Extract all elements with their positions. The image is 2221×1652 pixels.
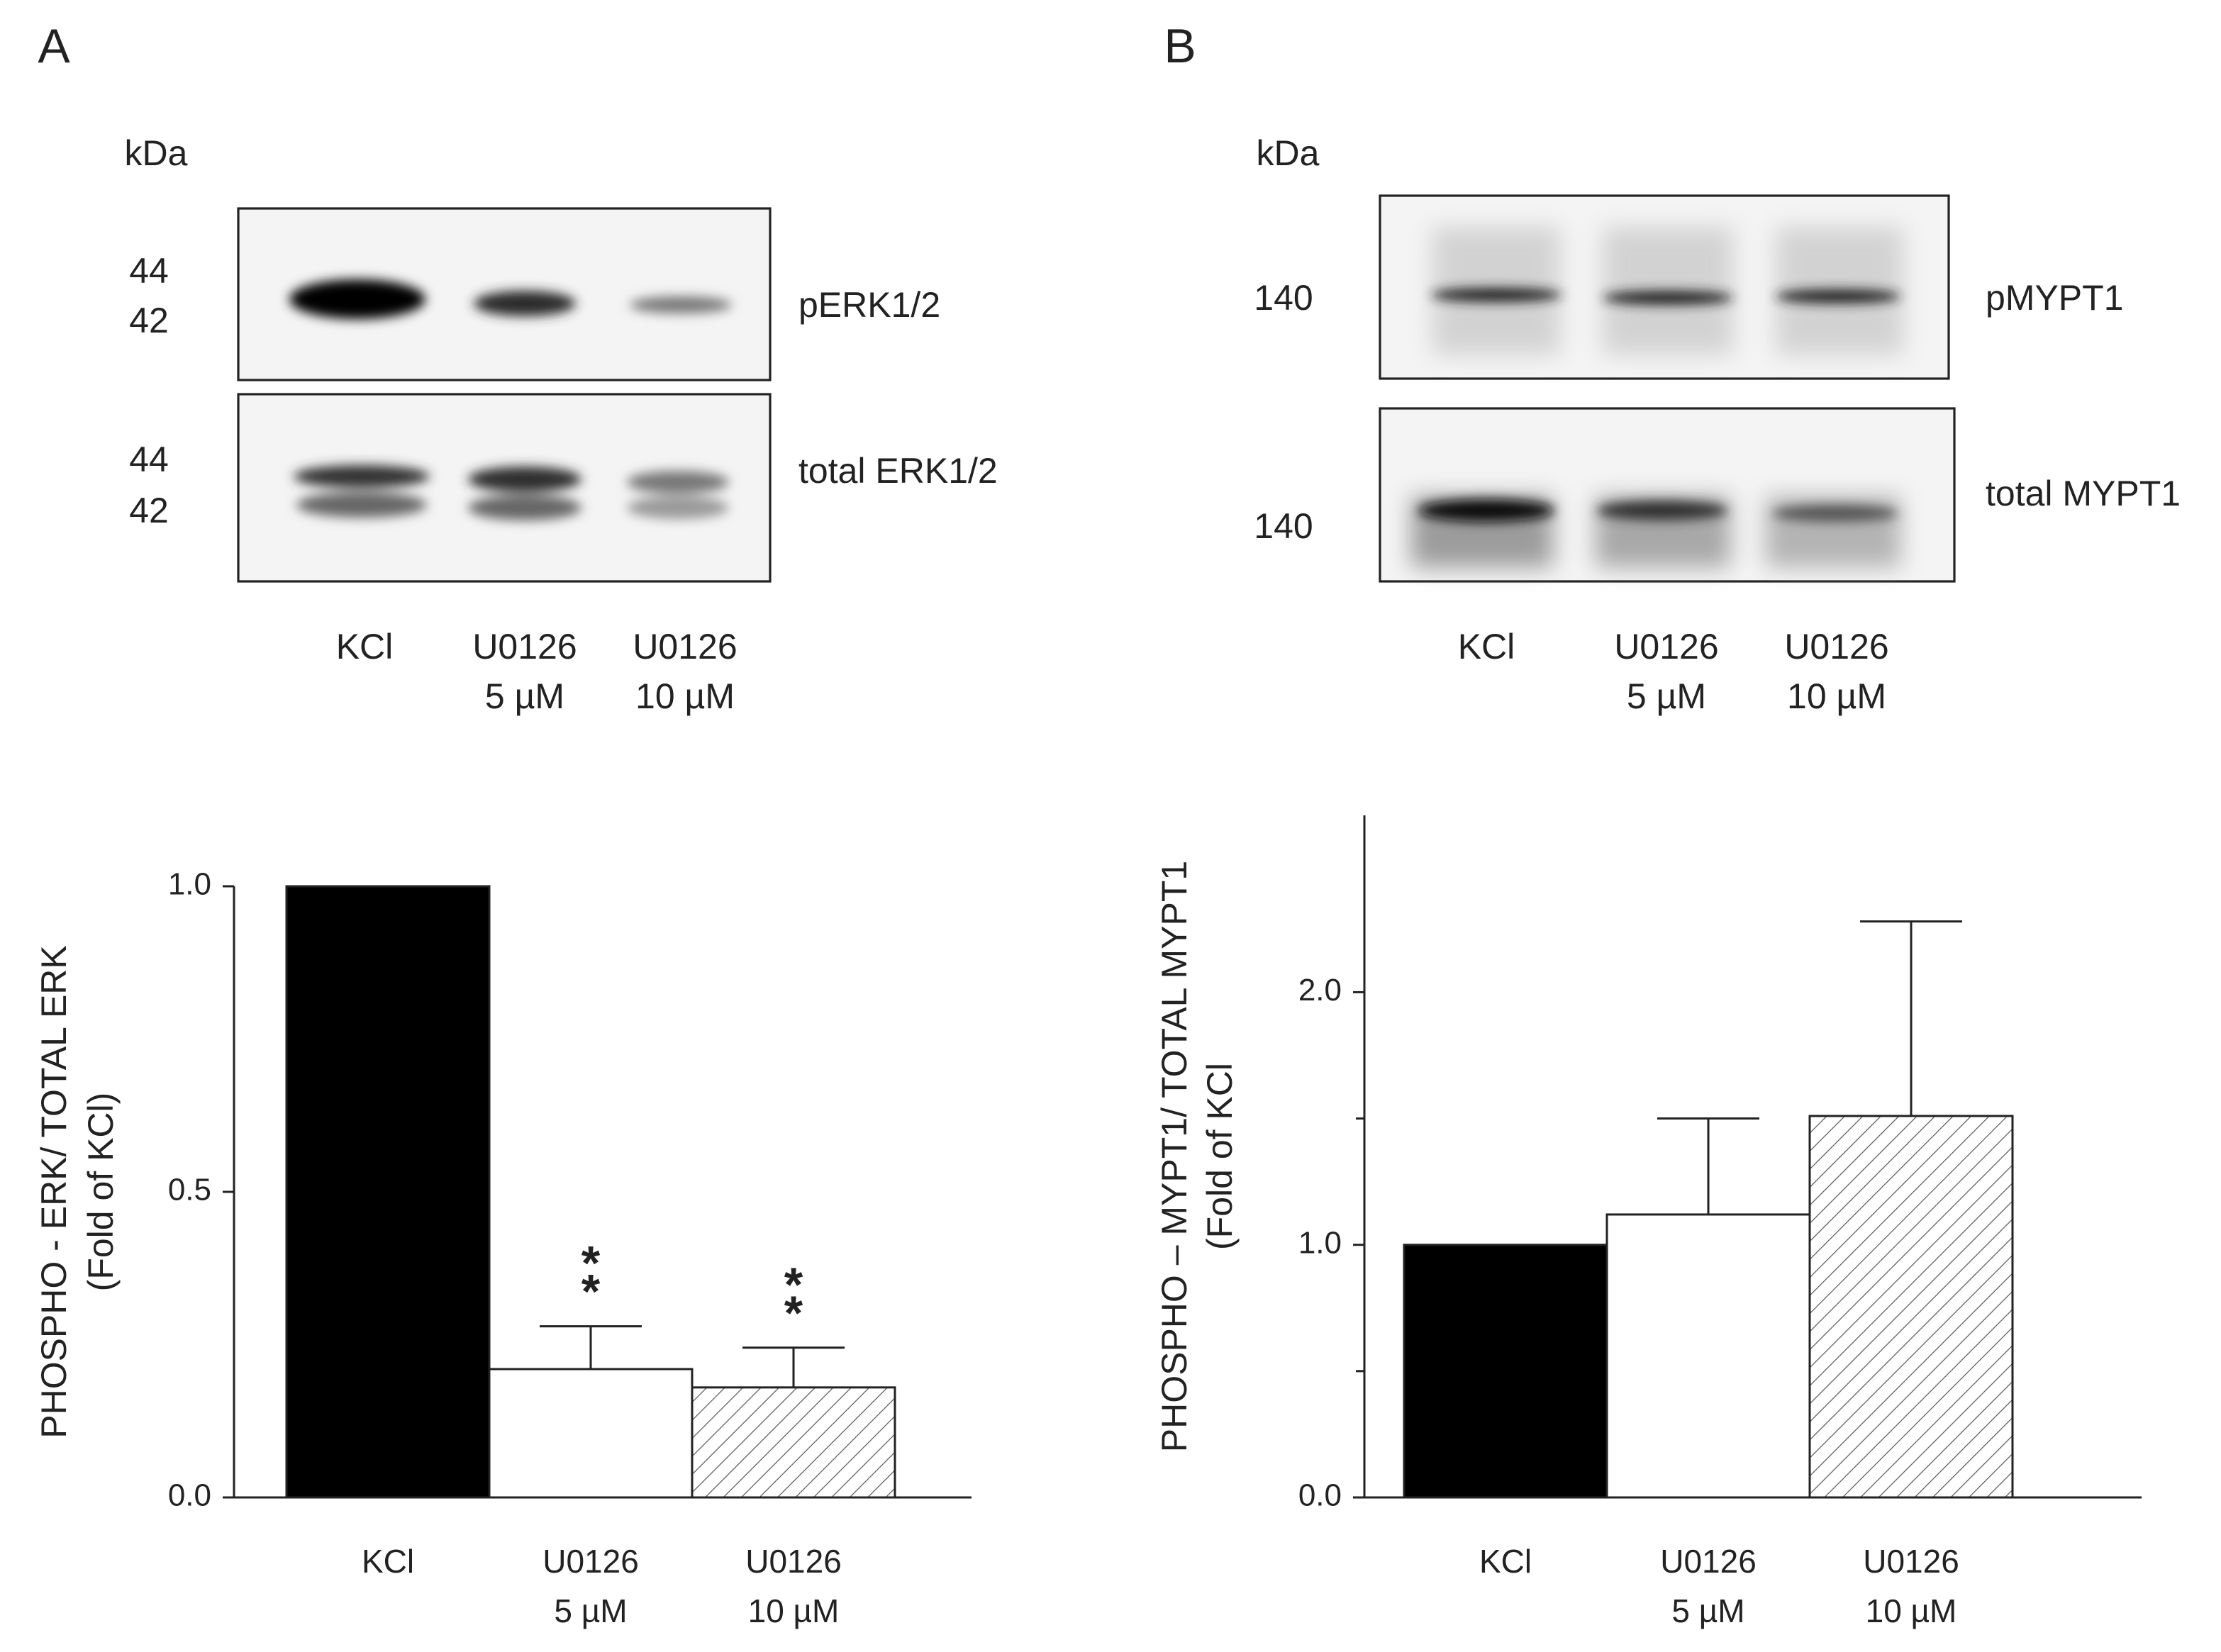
lane-label: U0126 5 µM	[1614, 627, 1718, 716]
marker-label: 42	[129, 301, 169, 340]
lane-label: U0126 5 µM	[472, 627, 577, 716]
lane-label: U0126 10 µM	[1784, 627, 1888, 716]
marker-label: 140	[1254, 506, 1313, 546]
y-tick-label: 0.0	[168, 1478, 211, 1513]
marker-label: 140	[1254, 278, 1313, 318]
lane-label: KCl	[1458, 627, 1515, 666]
blot-a-top	[237, 207, 772, 381]
blot-label: pMYPT1	[1986, 278, 2124, 318]
x-tick-label: U0126 10 µM	[745, 1543, 842, 1629]
marker-label: 42	[129, 491, 169, 530]
blot-label: pERK1/2	[798, 285, 940, 325]
blot-label: total ERK1/2	[798, 451, 998, 491]
lane-label: U0126 10 µM	[633, 627, 737, 716]
panel-letter: A	[38, 19, 70, 73]
x-tick-label: U0126 10 µM	[1863, 1543, 1959, 1629]
x-tick-label: U0126 5 µM	[542, 1543, 639, 1629]
marker-label: 44	[129, 251, 169, 291]
blot-b-top	[1379, 194, 1950, 380]
x-tick-label: KCl	[362, 1543, 414, 1580]
y-axis-label: PHOSPHO – MYPT1/ TOTAL MYPT1	[1154, 861, 1194, 1452]
panel-letter: B	[1164, 19, 1196, 73]
bar	[488, 1368, 694, 1499]
kda-label: kDa	[125, 133, 188, 173]
bar	[1403, 1244, 1608, 1499]
y-axis-label: PHOSPHO - ERK/ TOTAL ERK	[34, 945, 74, 1439]
blot-b-bottom	[1379, 407, 1956, 583]
y-tick-label: 2.0	[1298, 973, 1342, 1008]
y-tick-label: 1.0	[168, 867, 211, 902]
marker-label: 44	[129, 440, 169, 479]
y-axis-label: (Fold of KCl)	[81, 1093, 121, 1292]
bar-chart: 0.0 0.5 1.0 PHOSPHO - ERK/ TOTAL ERK (Fold o…	[34, 867, 972, 1629]
y-axis-label: (Fold of KCl	[1200, 1063, 1240, 1250]
y-tick-label: 0.5	[168, 1173, 211, 1207]
bar	[1808, 1115, 2014, 1499]
blot-a-bottom	[237, 393, 772, 583]
bar	[285, 885, 491, 1499]
bar-chart: 0.0 1.0 2.0 PHOSPHO – MYPT1/ TOTAL MYPT1 (Fo…	[1154, 815, 2142, 1629]
y-tick-label: 0.0	[1298, 1478, 1342, 1513]
lane-label: KCl	[336, 627, 394, 666]
x-tick-label: KCl	[1479, 1543, 1532, 1580]
y-tick-label: 1.0	[1298, 1225, 1342, 1260]
kda-label: kDa	[1257, 133, 1320, 173]
significance: * *	[581, 1237, 601, 1319]
blot-label: total MYPT1	[1986, 474, 2181, 513]
x-tick-label: U0126 5 µM	[1660, 1543, 1757, 1629]
bar	[691, 1386, 896, 1499]
significance: * *	[784, 1258, 803, 1340]
bar	[1605, 1213, 1811, 1499]
